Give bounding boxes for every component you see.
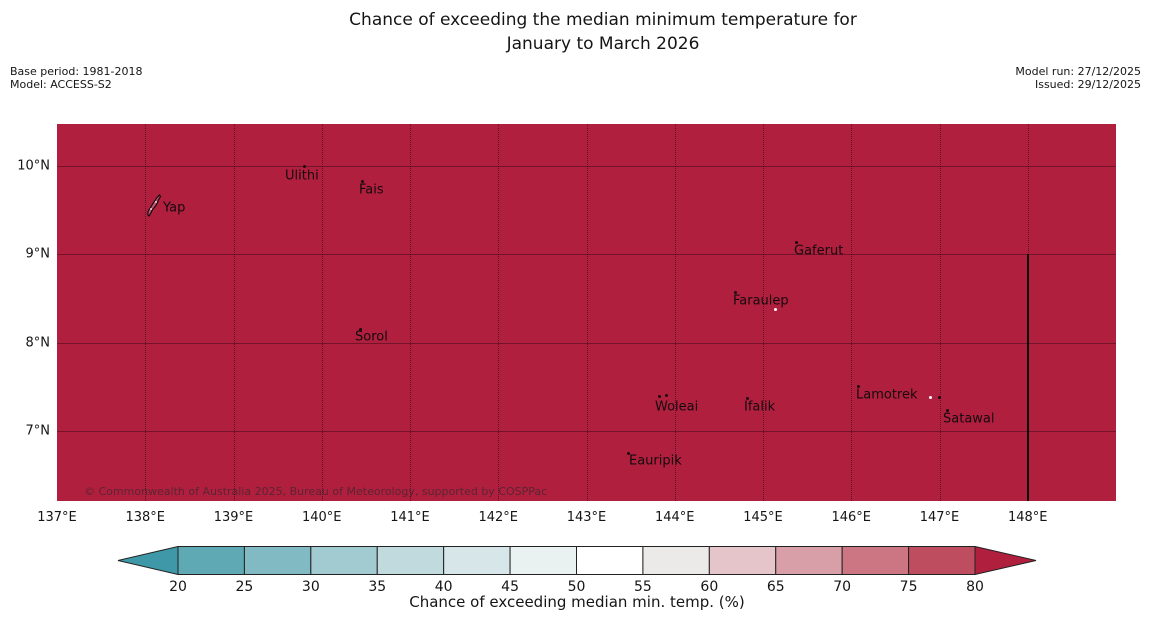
colorbar-tick-label: 20 (169, 579, 187, 595)
colorbar-tick-label: 40 (434, 579, 453, 595)
gridline-horizontal (57, 430, 1116, 432)
colorbar-svg (117, 546, 1037, 575)
island-label: Satawal (943, 411, 995, 427)
x-tick-label: 148°E (1007, 510, 1048, 525)
colorbar-tick-label: 30 (301, 579, 320, 595)
x-tick-label: 139°E (213, 510, 254, 525)
x-tick-label: 140°E (301, 510, 342, 525)
island-marker-dot (946, 409, 949, 412)
colorbar: 20 25 30 35 40 45 50 55 60 65 70 75 80 (117, 546, 1037, 595)
island-marker-dot (734, 291, 737, 294)
gridline-vertical (498, 124, 500, 501)
base-period-text: Base period: 1981-2018 (10, 65, 143, 78)
x-tick-label: 142°E (478, 510, 519, 525)
island-marker-dot (303, 165, 306, 168)
title-line2: January to March 2026 (506, 34, 700, 54)
island-marker-dot (361, 180, 364, 183)
colorbar-tick-label: 65 (766, 579, 785, 595)
island-label: Fais (359, 182, 384, 198)
island-marker-dot (795, 241, 798, 244)
colorbar-tick-label: 45 (501, 579, 519, 595)
y-tick-label: 9°N (25, 246, 51, 262)
gridline-vertical (410, 124, 411, 501)
model-text: Model: ACCESS-S2 (10, 78, 112, 91)
y-tick-label: 8°N (25, 335, 51, 350)
gridline-vertical (763, 124, 764, 501)
map-area: © Commonwealth of Australia 2025, Bureau… (57, 124, 1116, 501)
colorbar-tick-label: 80 (966, 579, 984, 595)
colorbar-tick-label: 75 (899, 579, 918, 595)
island-marker-dot (665, 394, 668, 397)
island-marker-dot (857, 385, 860, 388)
model-run-text: Model run: 27/12/2025 (1015, 65, 1141, 78)
colorbar-tick-label: 25 (235, 579, 254, 595)
colorbar-label: Chance of exceeding median min. temp. (%… (409, 593, 745, 611)
island-marker-dot (929, 396, 932, 399)
gridline-horizontal (57, 342, 1116, 344)
boundary-line (1026, 254, 1029, 501)
gridline-vertical (939, 124, 941, 501)
colorbar-tick-label: 55 (633, 579, 652, 595)
colorbar-tick-label: 35 (368, 579, 387, 595)
island-marker-dot (359, 328, 362, 331)
meta-right: Model run: 27/12/2025 Issued: 29/12/2025 (1015, 65, 1141, 91)
colorbar-tick-label: 70 (833, 579, 852, 595)
gridline-vertical (674, 124, 676, 501)
meta-left: Base period: 1981-2018 Model: ACCESS-S2 (10, 65, 142, 91)
title-line1: Chance of exceeding the median minimum t… (349, 10, 857, 30)
island-label: Ifalik (744, 399, 776, 415)
island-label: Gaferut (794, 243, 844, 259)
gridline-vertical (233, 124, 235, 501)
island-label: Eauripik (629, 453, 682, 469)
issued-text: Issued: 29/12/2025 (1034, 78, 1141, 91)
island-marker-dot (774, 308, 777, 311)
x-tick-label: 143°E (566, 510, 607, 525)
gridline-horizontal (57, 166, 1116, 167)
y-tick-label: 10°N (17, 158, 50, 174)
island-label: Yap (163, 200, 186, 216)
gridline-vertical (321, 124, 323, 501)
gridline-vertical (851, 124, 853, 501)
gridline-horizontal (57, 254, 1116, 256)
gridline-vertical (145, 124, 147, 501)
yap-island-icon (145, 194, 162, 221)
island-label: Sorol (355, 329, 388, 345)
x-tick-label: 144°E (654, 510, 695, 525)
x-tick-label: 146°E (831, 510, 872, 525)
island-label: Faraulep (733, 293, 789, 309)
x-tick-label: 141°E (390, 510, 430, 525)
colorbar-tick-label: 50 (567, 579, 586, 595)
x-tick-label: 137°E (37, 510, 77, 525)
x-tick-label: 138°E (125, 510, 166, 525)
gridline-vertical (586, 124, 588, 501)
island-label: Woleai (655, 399, 699, 415)
island-label: Lamotrek (856, 387, 918, 403)
island-marker-dot (627, 452, 630, 455)
island-marker-dot (938, 396, 941, 399)
island-label: Ulithi (285, 168, 319, 184)
figure-title: Chance of exceeding the median minimum t… (56, 8, 1150, 56)
colorbar-tick-label: 60 (700, 579, 719, 595)
x-tick-label: 147°E (919, 510, 960, 525)
island-marker-dot (658, 395, 661, 398)
island-marker-dot (746, 397, 749, 400)
x-tick-label: 145°E (743, 510, 783, 525)
y-tick-label: 7°N (25, 423, 51, 439)
copyright-text: © Commonwealth of Australia 2025, Bureau… (84, 485, 548, 498)
